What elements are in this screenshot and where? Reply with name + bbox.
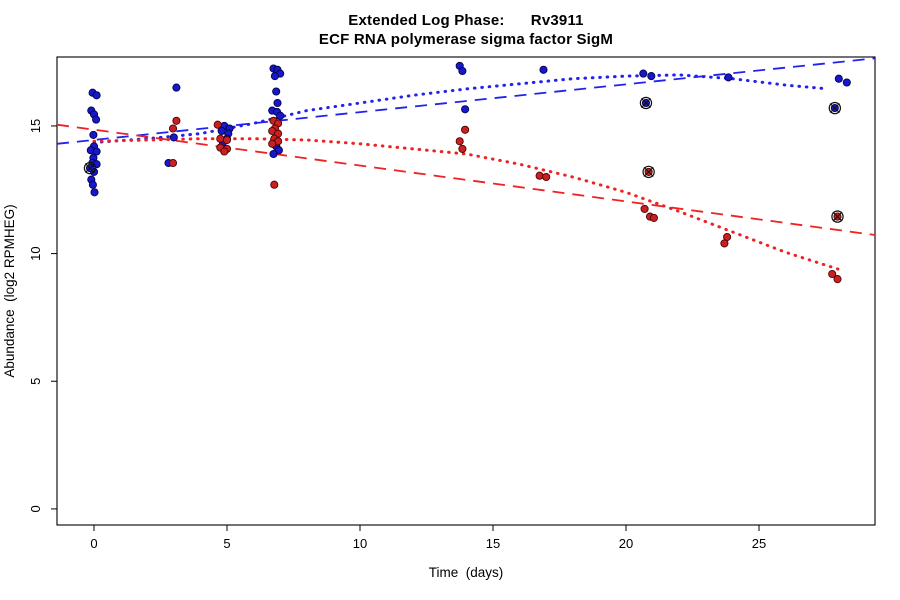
y-tick-label: 0: [28, 505, 43, 512]
outlier-marker: [831, 210, 844, 223]
outlier-marker: [83, 161, 97, 175]
data-point: [269, 149, 278, 159]
data-point: [542, 172, 551, 182]
outlier-ring-icon: [83, 161, 97, 175]
chart-subtitle: ECF RNA polymerase sigma factor SigM: [318, 31, 614, 48]
data-point: [172, 83, 181, 92]
trend-lines-layer: [56, 57, 876, 272]
y-tick-label: 10: [28, 246, 43, 260]
data-point: [270, 72, 279, 81]
data-point: [272, 87, 281, 96]
data-point: [461, 125, 470, 134]
data-point: [649, 213, 658, 222]
data-point: [168, 124, 178, 133]
y-axis-label: Abundance (log2 RPMHEG): [2, 204, 17, 377]
data-point: [455, 137, 464, 146]
data-point: [270, 180, 279, 189]
outlier-cross-icon: [832, 211, 843, 222]
data-point: [168, 158, 178, 168]
outlier-cross-icon: [643, 166, 654, 177]
trend-line-red-loess-fit: [92, 137, 843, 272]
data-point: [92, 115, 101, 124]
data-point: [92, 147, 101, 156]
data-point: [720, 239, 729, 248]
outlier-cross-icon: [829, 103, 840, 114]
outlier-ring-icon: [639, 96, 653, 110]
x-axis-label: Time (days): [429, 565, 504, 580]
data-point: [276, 111, 285, 120]
outlier-marker: [642, 165, 655, 179]
trend-line-blue-linear-fit: [56, 57, 876, 145]
data-point: [640, 204, 649, 213]
data-point: [88, 180, 97, 189]
data-point: [216, 134, 225, 143]
x-tick-label: 20: [619, 536, 633, 551]
data-point: [90, 188, 99, 197]
data-point: [220, 147, 229, 156]
data-point: [639, 69, 648, 78]
data-point: [842, 78, 851, 87]
data-point: [92, 91, 101, 100]
data-point: [461, 105, 470, 114]
x-tick-label: 5: [223, 536, 230, 551]
data-point: [273, 98, 282, 108]
outlier-ring-icon: [642, 165, 655, 179]
data-point: [169, 133, 178, 142]
x-tick-label: 15: [486, 536, 500, 551]
chart-title: Extended Log Phase: Rv3911: [348, 12, 584, 29]
data-point: [172, 116, 181, 125]
data-point: [539, 65, 548, 74]
axes-layer: 0 5 10 15 20 25 0 5 10 15: [28, 56, 876, 551]
outlier-marker: [639, 96, 653, 110]
outlier-cross-icon: [84, 163, 95, 174]
outlier-ring-icon: [831, 210, 844, 223]
trend-line-red-linear-fit: [56, 123, 876, 236]
data-point: [834, 74, 843, 83]
data-point: [274, 146, 283, 155]
data-point: [222, 135, 232, 145]
data-point: [828, 269, 837, 279]
data-point: [724, 73, 733, 82]
outlier-marker: [828, 101, 842, 115]
x-tick-label: 10: [353, 536, 367, 551]
data-point: [458, 66, 467, 76]
data-point: [268, 139, 277, 148]
data-points-layer: [83, 61, 851, 284]
data-point: [535, 171, 544, 180]
data-point: [458, 144, 467, 153]
y-tick-label: 5: [28, 378, 43, 385]
outlier-ring-icon: [828, 101, 842, 115]
x-tick-label: 25: [752, 536, 766, 551]
data-point: [647, 72, 656, 81]
y-tick-label: 15: [28, 119, 43, 133]
x-tick-label: 0: [90, 536, 97, 551]
outlier-cross-icon: [640, 97, 651, 108]
data-point: [833, 275, 842, 284]
data-point: [213, 120, 222, 129]
data-point: [89, 130, 98, 139]
data-point: [217, 126, 226, 136]
plot-box: [56, 56, 876, 526]
